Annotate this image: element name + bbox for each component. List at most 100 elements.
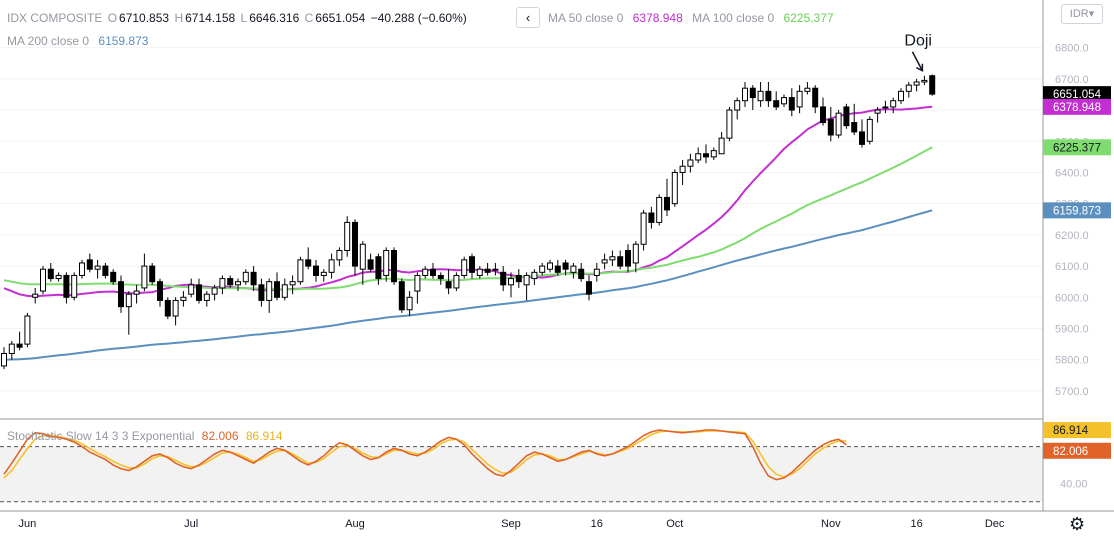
candle [508, 272, 514, 298]
candle-body [110, 271, 117, 283]
candle-body [531, 271, 538, 280]
collapse-legend-button[interactable]: ‹ [516, 7, 540, 28]
candle-body [726, 109, 733, 139]
stochastic-lines [3, 429, 847, 481]
candle [352, 219, 358, 276]
stoch-k-value: 82.006 [201, 429, 239, 443]
candle-body [632, 243, 639, 264]
time-tick-label: 16 [910, 518, 922, 530]
candle [695, 147, 702, 164]
candle-body [804, 87, 811, 92]
stoch-d-line [3, 430, 847, 479]
candle-body [188, 284, 195, 295]
candle-body [796, 90, 803, 108]
candle-body [359, 243, 366, 270]
candle [913, 78, 920, 92]
ma50-label[interactable]: MA 50 close 0 [548, 11, 624, 25]
ma200-line [3, 209, 933, 361]
ma100-tag-bg [1043, 139, 1111, 156]
candle-body [609, 256, 616, 261]
candle [461, 256, 468, 279]
candle [414, 272, 421, 304]
close-value: 6651.054 [315, 11, 366, 25]
last-price-tag-text: 6651.054 [1053, 89, 1102, 101]
candle [211, 284, 218, 301]
time-axis[interactable]: Jun Jul Aug Sep 16 Oct Nov 16 Dec [19, 518, 1005, 530]
candle [453, 272, 460, 292]
candle-body [601, 259, 608, 264]
candle [640, 209, 647, 251]
candle-body [905, 84, 912, 92]
candle [531, 269, 538, 285]
candle [336, 247, 343, 267]
candle [86, 253, 93, 273]
candle-body [1, 352, 7, 367]
candle-body [625, 249, 631, 267]
candle-body [125, 293, 132, 308]
ma-legend: MA 50 close 0 6378.948 MA 100 close 0 62… [548, 11, 834, 25]
candle [55, 272, 62, 282]
ma200-label[interactable]: MA 200 close 0 [7, 34, 90, 48]
candle [203, 291, 210, 307]
stoch-label[interactable]: Stochastic Slow 14 3 3 Exponential [7, 429, 195, 443]
candle-body [391, 249, 397, 283]
candle-body [16, 343, 23, 348]
candle [773, 91, 780, 111]
candle [671, 169, 678, 207]
candle-body [476, 268, 483, 276]
last-price-tag-bg [1043, 86, 1111, 103]
currency-button[interactable]: IDR▾ [1061, 4, 1103, 24]
candle [242, 269, 249, 285]
candle [250, 266, 257, 292]
candle-body [274, 281, 280, 298]
candle [609, 250, 616, 267]
candle-body [469, 256, 475, 273]
candle-body [437, 274, 444, 280]
candle-body [484, 268, 491, 273]
candle [219, 275, 226, 295]
candle-body [289, 281, 296, 286]
price-axis[interactable]: 5700.05800.05900.06000.06100.06200.06300… [1043, 43, 1111, 491]
ma100-label[interactable]: MA 100 close 0 [692, 11, 775, 25]
candle [523, 272, 530, 301]
candle-body [352, 221, 358, 267]
candle [110, 269, 117, 285]
candle [632, 241, 639, 273]
candle [843, 103, 850, 129]
candle-body [515, 274, 522, 283]
candle [227, 275, 234, 288]
time-tick-label: 16 [591, 518, 603, 530]
candle [196, 278, 202, 304]
stoch-d-tag: 86.914 [1043, 422, 1111, 439]
candle [835, 110, 842, 139]
candle [359, 241, 366, 285]
candle [367, 253, 374, 273]
candle [391, 247, 397, 285]
ma200-tag-text: 6159.873 [1053, 205, 1101, 217]
candle [94, 259, 101, 279]
symbol-name[interactable]: IDX COMPOSITE [7, 11, 103, 25]
candle [484, 262, 491, 276]
candle-body [593, 268, 600, 276]
candle [882, 100, 889, 114]
price-tick-label: 6700.0 [1055, 74, 1089, 86]
candle [820, 97, 826, 126]
ma50-tag-text: 6378.948 [1053, 102, 1101, 114]
candle-body [461, 259, 468, 276]
price-tick-label: 6100.0 [1055, 261, 1089, 273]
candle [1, 347, 7, 370]
candle [328, 253, 335, 279]
candle [16, 331, 23, 351]
ma50-tag-bg [1043, 98, 1111, 115]
ma200-legend: MA 200 close 0 6159.873 [7, 34, 148, 48]
candle-body [547, 262, 553, 270]
price-tick-label: 6400.0 [1055, 167, 1089, 179]
candle-body [820, 106, 826, 124]
candle [8, 340, 15, 360]
candle [547, 259, 553, 273]
candle [297, 256, 304, 285]
ma50-tag: 6378.948 [1043, 98, 1111, 115]
settings-gear-icon[interactable]: ⚙ [1069, 514, 1085, 535]
candle [866, 116, 873, 145]
